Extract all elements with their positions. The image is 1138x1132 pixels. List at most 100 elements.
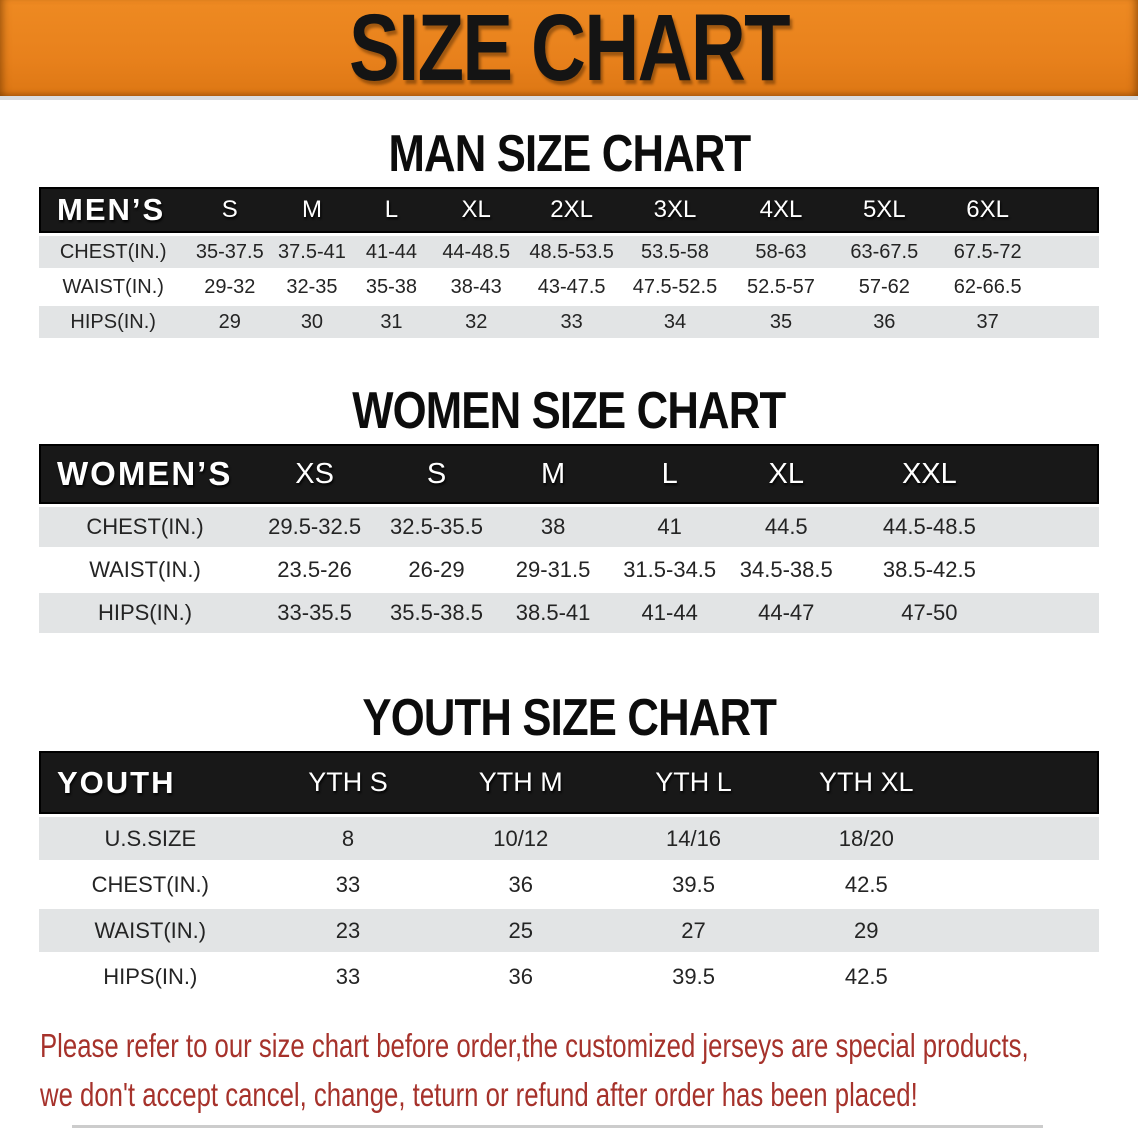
men-size-column-header: 3XL <box>621 187 728 233</box>
youth-header-row: YOUTH YTH S YTH M YTH L YTH XL <box>39 751 1099 814</box>
size-value-cell: 62-66.5 <box>934 271 1041 303</box>
size-value-cell: 34 <box>621 306 728 338</box>
women-size-column-header: M <box>494 444 612 504</box>
size-value-cell: 39.5 <box>607 863 780 906</box>
banner-title: SIZE CHART <box>349 0 791 101</box>
size-chart-banner: SIZE CHART <box>0 0 1138 101</box>
size-value-cell: 33 <box>261 863 435 906</box>
men-waist-row: WAIST(IN.) 29-32 32-35 35-38 38-43 43-47… <box>39 271 1099 303</box>
youth-hips-row: HIPS(IN.) 33 36 39.5 42.5 <box>39 955 1099 998</box>
size-value-cell: 52.5-57 <box>727 271 834 303</box>
size-value-cell: 38.5-41 <box>494 593 612 633</box>
men-size-column-header: L <box>351 187 432 233</box>
men-size-column-header: 4XL <box>727 187 834 233</box>
youth-header-filler <box>952 751 1099 814</box>
size-value-cell: 34.5-38.5 <box>727 550 845 590</box>
size-value-cell: 29 <box>779 909 953 952</box>
men-size-column-header: 6XL <box>934 187 1041 233</box>
size-value-cell: 31.5-34.5 <box>611 550 728 590</box>
size-value-cell: 14/16 <box>607 817 780 860</box>
disclaimer-note: Please refer to our size chart before or… <box>40 1021 1138 1119</box>
size-value-cell: 32-35 <box>272 271 352 303</box>
row-label: WAIST(IN.) <box>39 271 188 303</box>
youth-size-table: YOUTH YTH S YTH M YTH L YTH XL U.S.SIZE … <box>39 748 1099 1001</box>
youth-size-column-header: YTH XL <box>779 751 953 814</box>
youth-size-column-header: YTH M <box>434 751 608 814</box>
size-value-cell: 25 <box>434 909 608 952</box>
women-section-heading: WOMEN SIZE CHART <box>0 381 1138 441</box>
men-size-column-header: M <box>272 187 352 233</box>
size-value-cell: 36 <box>434 955 608 998</box>
men-header-row: MEN’S S M L XL 2XL 3XL 4XL 5XL 6XL <box>39 187 1099 233</box>
women-size-column-header: XXL <box>844 444 1015 504</box>
row-label: WAIST(IN.) <box>39 909 262 952</box>
row-label: HIPS(IN.) <box>39 306 188 338</box>
women-size-column-header: L <box>611 444 728 504</box>
size-value-cell: 38-43 <box>431 271 522 303</box>
size-value-cell: 33-35.5 <box>251 593 379 633</box>
men-size-column-header: S <box>187 187 273 233</box>
women-header-row: WOMEN’S XS S M L XL XXL <box>39 444 1099 504</box>
size-value-cell: 37.5-41 <box>272 236 352 268</box>
row-label: CHEST(IN.) <box>39 863 262 906</box>
youth-section-heading-text: YOUTH SIZE CHART <box>362 689 777 747</box>
men-hips-row: HIPS(IN.) 29 30 31 32 33 34 35 36 37 <box>39 306 1099 338</box>
size-value-cell: 36 <box>434 863 608 906</box>
size-value-cell: 43-47.5 <box>521 271 622 303</box>
filler-cell <box>952 817 1099 860</box>
filler-cell <box>1014 550 1099 590</box>
youth-ussize-row: U.S.SIZE 8 10/12 14/16 18/20 <box>39 817 1099 860</box>
row-label: WAIST(IN.) <box>39 550 251 590</box>
filler-cell <box>1040 236 1099 268</box>
women-chest-row: CHEST(IN.) 29.5-32.5 32.5-35.5 38 41 44.… <box>39 507 1099 547</box>
filler-cell <box>1040 306 1099 338</box>
women-size-column-header: XS <box>251 444 379 504</box>
filler-cell <box>1014 593 1099 633</box>
men-size-column-header: 2XL <box>521 187 622 233</box>
size-value-cell: 41 <box>611 507 728 547</box>
filler-cell <box>1014 507 1099 547</box>
row-label: CHEST(IN.) <box>39 236 188 268</box>
women-waist-row: WAIST(IN.) 23.5-26 26-29 29-31.5 31.5-34… <box>39 550 1099 590</box>
size-value-cell: 58-63 <box>727 236 834 268</box>
men-section-heading-text: MAN SIZE CHART <box>388 125 751 183</box>
bottom-edge-line <box>72 1125 1043 1128</box>
size-value-cell: 33 <box>261 955 435 998</box>
filler-cell <box>952 863 1099 906</box>
size-value-cell: 48.5-53.5 <box>521 236 622 268</box>
size-value-cell: 67.5-72 <box>934 236 1041 268</box>
size-value-cell: 33 <box>521 306 622 338</box>
size-value-cell: 44.5 <box>727 507 845 547</box>
filler-cell <box>952 955 1099 998</box>
size-value-cell: 29-32 <box>187 271 273 303</box>
women-size-table: WOMEN’S XS S M L XL XXL CHEST(IN.) 29.5-… <box>39 441 1099 636</box>
size-value-cell: 44.5-48.5 <box>844 507 1015 547</box>
size-value-cell: 29.5-32.5 <box>251 507 379 547</box>
size-value-cell: 42.5 <box>779 955 953 998</box>
size-value-cell: 57-62 <box>833 271 935 303</box>
size-value-cell: 29-31.5 <box>494 550 612 590</box>
men-header-filler <box>1040 187 1099 233</box>
size-value-cell: 35.5-38.5 <box>378 593 495 633</box>
size-value-cell: 35-38 <box>351 271 432 303</box>
women-size-column-header: XL <box>727 444 845 504</box>
men-size-column-header: XL <box>431 187 522 233</box>
size-value-cell: 23.5-26 <box>251 550 379 590</box>
row-label: CHEST(IN.) <box>39 507 251 547</box>
row-label: U.S.SIZE <box>39 817 262 860</box>
size-value-cell: 10/12 <box>434 817 608 860</box>
size-value-cell: 32 <box>431 306 522 338</box>
size-value-cell: 47-50 <box>844 593 1015 633</box>
youth-waist-row: WAIST(IN.) 23 25 27 29 <box>39 909 1099 952</box>
size-value-cell: 39.5 <box>607 955 780 998</box>
size-value-cell: 44-48.5 <box>431 236 522 268</box>
women-section-heading-text: WOMEN SIZE CHART <box>352 382 786 440</box>
youth-chest-row: CHEST(IN.) 33 36 39.5 42.5 <box>39 863 1099 906</box>
filler-cell <box>952 909 1099 952</box>
size-value-cell: 8 <box>261 817 435 860</box>
size-value-cell: 35-37.5 <box>187 236 273 268</box>
size-value-cell: 37 <box>934 306 1041 338</box>
women-header-filler <box>1014 444 1099 504</box>
row-label: HIPS(IN.) <box>39 593 251 633</box>
men-size-column-header: 5XL <box>833 187 935 233</box>
